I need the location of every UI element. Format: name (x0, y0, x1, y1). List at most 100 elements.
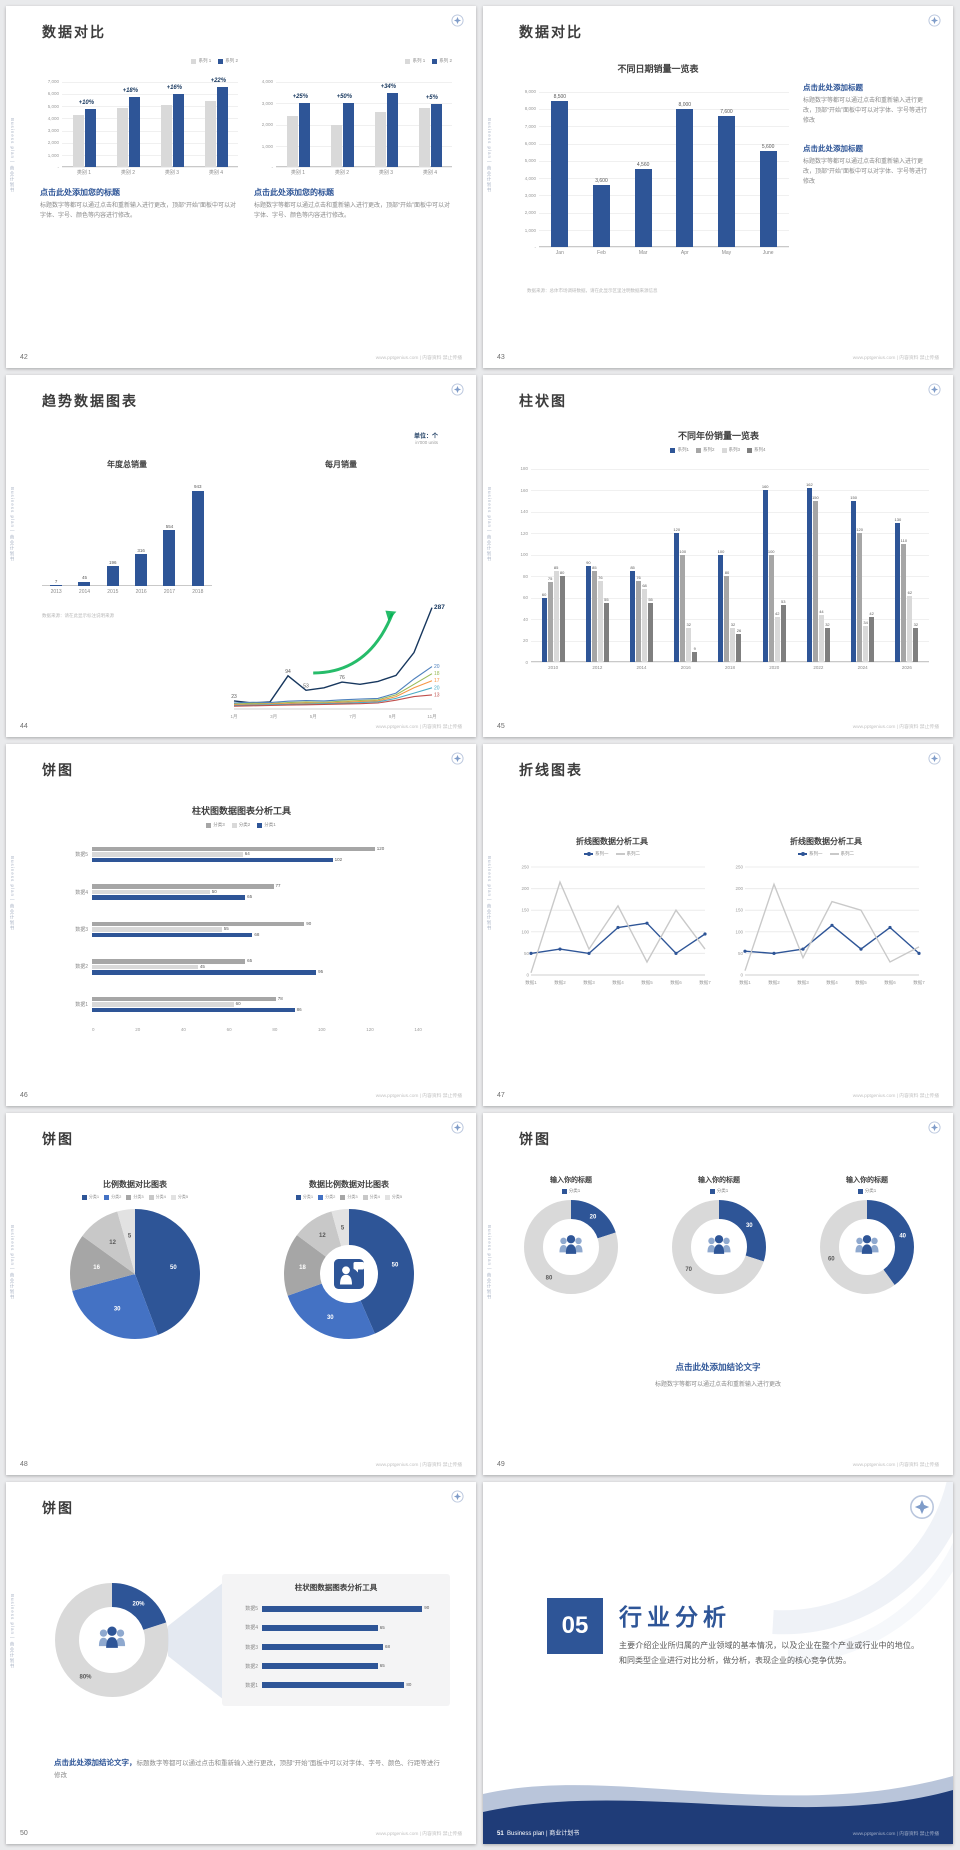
sidebar-strip-text: Business plan | 商业计划书 (487, 856, 492, 932)
bar-value-label: 95 (318, 969, 324, 975)
category-label: 数据2 (75, 964, 88, 971)
sidebar-strip-text: Business plan | 商业计划书 (487, 487, 492, 563)
i-el (374, 111, 386, 167)
bar: 8,500 (551, 94, 569, 247)
bar-group: 8,000 Apr (676, 80, 694, 258)
path-el (453, 754, 462, 763)
span-el (160, 82, 184, 167)
bar: 554 (163, 524, 176, 586)
circle-el (529, 951, 533, 955)
div-el: +10% 类别 1 +18% 类别 2 +16% 类别 3 +22% 类别 4 (62, 66, 238, 178)
slide-45[interactable]: Business plan | 商业计划书 柱状图 不同年份销量一览表 系列1 … (483, 375, 953, 737)
y-tick-label: 140 (520, 509, 528, 515)
legend-label: 系列一 (595, 851, 609, 856)
legend-label: 分类4 (155, 1194, 166, 1199)
path-el (930, 1123, 939, 1132)
bar: 50 (92, 889, 422, 895)
logo-glyph (928, 1121, 941, 1134)
i-el (759, 150, 777, 247)
circle-el (55, 1583, 169, 1697)
chart-title: 数据比例数据对比图表 (309, 1180, 389, 1189)
category-label: Mar (638, 249, 648, 256)
i-el (674, 533, 680, 662)
svg-el: 30 70 (672, 1200, 766, 1294)
category-label: 数据1 (75, 1001, 88, 1008)
bar-value-label: 32 (913, 621, 919, 627)
i-el (531, 554, 929, 556)
bar-chart: 4,000 3,000 2,000 1,000 - +25% 类别 1 +50% 类别 2 +34… (254, 66, 452, 178)
bar: 65 (92, 959, 422, 964)
i-el (262, 1682, 405, 1689)
legend-label: 分类2 (238, 822, 251, 827)
bar: 60 (541, 592, 547, 662)
i-el (717, 116, 735, 247)
category-label: 数据4 (75, 889, 88, 896)
page-number: 50 (20, 1830, 28, 1837)
legend-swatch (148, 1194, 154, 1200)
category-label: Feb (597, 249, 606, 256)
logo-glyph (451, 1121, 464, 1134)
slide-49[interactable]: Business plan | 商业计划书 饼图 输入你的标题 分类1 20 80… (483, 1113, 953, 1475)
person-glyph (574, 1237, 583, 1253)
section-title: 行业分析 (619, 1604, 731, 1630)
bar: 75 (547, 576, 553, 662)
slide-51[interactable]: 05 行业分析 主要介绍企业所归属的产业领域的基本情况，以及企业在整个产业或行业… (483, 1482, 953, 1844)
legend-label: 系列 2 (439, 58, 452, 63)
chart-title: 柱状图数据图表分析工具 (191, 806, 291, 816)
slide-50[interactable]: Business plan | 商业计划书 饼图 20% 80% 柱状图数据图表分… (6, 1482, 476, 1844)
g-el (340, 1262, 364, 1285)
i-el (172, 94, 184, 167)
circle-el (674, 951, 678, 955)
circle-el (703, 932, 707, 936)
bar (430, 104, 442, 167)
annotation-label: +5% (425, 95, 438, 102)
polyline-el (233, 673, 433, 705)
i-el (913, 627, 919, 662)
category-label: 2010 (548, 665, 559, 670)
bar-group: 160 100 42 53 2020 (762, 461, 786, 673)
text-el: 80 (546, 1275, 553, 1281)
y-tick-label: 6,000 (524, 140, 536, 146)
bar: 8,000 (676, 103, 694, 247)
bar-group: 8,500 Jan (551, 80, 569, 258)
text-column: 点击此处添加标题 标题数字等都可以通过点击和重新输入进行更改，顶部“开始”面板中… (803, 82, 931, 187)
y-tick-label: 20 (522, 638, 528, 644)
path-el (861, 1244, 873, 1254)
legend-label: 系列 1 (198, 58, 212, 63)
div-el: 4,000 3,000 2,000 1,000 - (254, 66, 276, 178)
bar (330, 124, 342, 167)
slide-44[interactable]: Business plan | 商业计划书 趋势数据图表 单位：个 in'000… (6, 375, 476, 737)
i-el (718, 554, 724, 662)
i-el (541, 597, 547, 662)
i-el (92, 1007, 295, 1013)
i-el (901, 544, 907, 662)
i-el (92, 852, 243, 857)
i-el (116, 107, 128, 167)
circle-el (70, 1209, 200, 1339)
legend-label: 分类1 (88, 1194, 100, 1199)
path-el (340, 1274, 352, 1285)
slide-48[interactable]: Business plan | 商业计划书 饼图 比例数据对比图表 分类1 分类… (6, 1113, 476, 1475)
i-el (92, 927, 222, 932)
slide-46[interactable]: Business plan | 商业计划书 饼图 柱状图数据图表分析工具 分类3… (6, 744, 476, 1106)
chart-block: 折线图数据分析工具 系列一 系列二 250 200 150 100 50 0 数据1 数据2 数… (725, 836, 927, 987)
i-el (92, 889, 210, 895)
bar-value-label: 100 (679, 548, 687, 554)
svg-el: 20% 80% (55, 1583, 169, 1697)
i-el (895, 522, 901, 662)
i-el (92, 1002, 234, 1007)
bar: 32 (686, 622, 692, 662)
slide-47[interactable]: Business plan | 商业计划书 折线图表 折线图数据分析工具 系列一… (483, 744, 953, 1106)
i-el (84, 108, 96, 167)
bar: 80 (262, 1682, 440, 1689)
legend-swatch (721, 447, 727, 453)
polyline-el (233, 666, 433, 704)
bar: 60 (92, 1002, 422, 1007)
slide-42[interactable]: Business plan | 商业计划书 数据对比 系列 1 系列 2 7,0… (6, 6, 476, 368)
legend-swatch (340, 1194, 346, 1200)
i-el (276, 166, 452, 167)
category-label: 数据3 (75, 927, 88, 934)
slide-43[interactable]: Business plan | 商业计划书 数据对比 不同日期销量一览表 9,0… (483, 6, 953, 368)
annotation-label: +18% (122, 87, 139, 94)
legend-item: 分类5 (384, 1194, 402, 1200)
